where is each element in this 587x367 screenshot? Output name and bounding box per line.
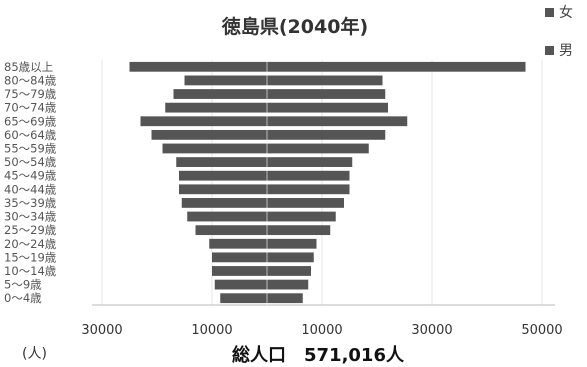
category-label: 15～19歳 bbox=[4, 250, 57, 264]
category-label: 0～4歳 bbox=[4, 291, 42, 305]
bar-male bbox=[181, 198, 267, 208]
category-label: 55～59歳 bbox=[4, 141, 57, 155]
bar-female bbox=[267, 116, 408, 127]
bars bbox=[129, 60, 526, 305]
bar-female bbox=[267, 238, 317, 249]
bar-female bbox=[267, 89, 386, 99]
bar-female bbox=[267, 75, 383, 86]
legend-swatch bbox=[545, 46, 554, 55]
category-label: 10～14歳 bbox=[4, 264, 57, 278]
bar-female bbox=[267, 61, 526, 72]
bar-female bbox=[267, 129, 386, 140]
bar-male bbox=[187, 211, 267, 222]
bar-female bbox=[267, 211, 336, 222]
bar-male bbox=[220, 293, 267, 304]
bar-female bbox=[267, 170, 350, 181]
bar-male bbox=[165, 102, 267, 113]
bar-male bbox=[212, 266, 267, 276]
total-population: 総人口 571,016人 bbox=[232, 344, 405, 366]
x-tick-label: 10000 bbox=[191, 323, 232, 338]
bar-male bbox=[184, 75, 267, 86]
category-label: 5～9歳 bbox=[4, 278, 42, 292]
category-label: 65～69歳 bbox=[4, 114, 57, 128]
grid bbox=[92, 60, 555, 306]
bar-male bbox=[179, 184, 267, 195]
bar-female bbox=[267, 225, 331, 236]
category-label: 30～34歳 bbox=[4, 210, 57, 224]
x-tick-label: 30000 bbox=[81, 323, 122, 338]
category-label: 80～84歳 bbox=[4, 73, 57, 87]
bar-male bbox=[176, 157, 267, 167]
bar-male bbox=[195, 225, 267, 236]
bar-female bbox=[267, 143, 369, 154]
x-tick-label: 50000 bbox=[521, 323, 562, 338]
category-labels: 85歳以上80～84歳75～79歳70～74歳65～69歳60～64歳55～59… bbox=[4, 60, 57, 305]
category-label: 75～79歳 bbox=[4, 87, 57, 101]
category-label: 35～39歳 bbox=[4, 196, 57, 210]
x-axis-unit: (人) bbox=[22, 346, 47, 362]
category-label: 40～44歳 bbox=[4, 182, 57, 196]
category-label: 85歳以上 bbox=[4, 60, 53, 74]
bar-female bbox=[267, 252, 314, 263]
bar-male bbox=[209, 238, 267, 249]
bar-female bbox=[267, 279, 309, 290]
bar-male bbox=[179, 170, 267, 181]
legend: 女男 bbox=[545, 4, 573, 59]
bar-female bbox=[267, 184, 350, 195]
chart-title: 徳島県(2040年) bbox=[221, 15, 368, 38]
category-label: 70～74歳 bbox=[4, 101, 57, 115]
bar-male bbox=[151, 129, 267, 140]
legend-swatch bbox=[545, 8, 554, 17]
bar-male bbox=[140, 116, 267, 127]
x-tick-labels: 30000 10000 10000 30000 50000 bbox=[81, 323, 562, 338]
category-label: 25～29歳 bbox=[4, 223, 57, 237]
bar-female bbox=[267, 266, 311, 276]
bar-male bbox=[173, 89, 267, 99]
bar-female bbox=[267, 198, 344, 208]
x-tick-label: 10000 bbox=[301, 323, 342, 338]
bar-female bbox=[267, 157, 353, 167]
bar-male bbox=[162, 143, 267, 154]
x-tick-label: 30000 bbox=[411, 323, 452, 338]
bar-male bbox=[212, 252, 267, 263]
legend-label: 男 bbox=[559, 43, 573, 59]
legend-label: 女 bbox=[559, 4, 573, 21]
category-label: 45～49歳 bbox=[4, 169, 57, 183]
category-label: 60～64歳 bbox=[4, 128, 57, 142]
bar-female bbox=[267, 102, 388, 113]
bar-male bbox=[214, 279, 267, 290]
bar-female bbox=[267, 293, 303, 304]
bar-male bbox=[129, 61, 267, 72]
category-label: 20～24歳 bbox=[4, 237, 57, 251]
category-label: 50～54歳 bbox=[4, 155, 57, 169]
